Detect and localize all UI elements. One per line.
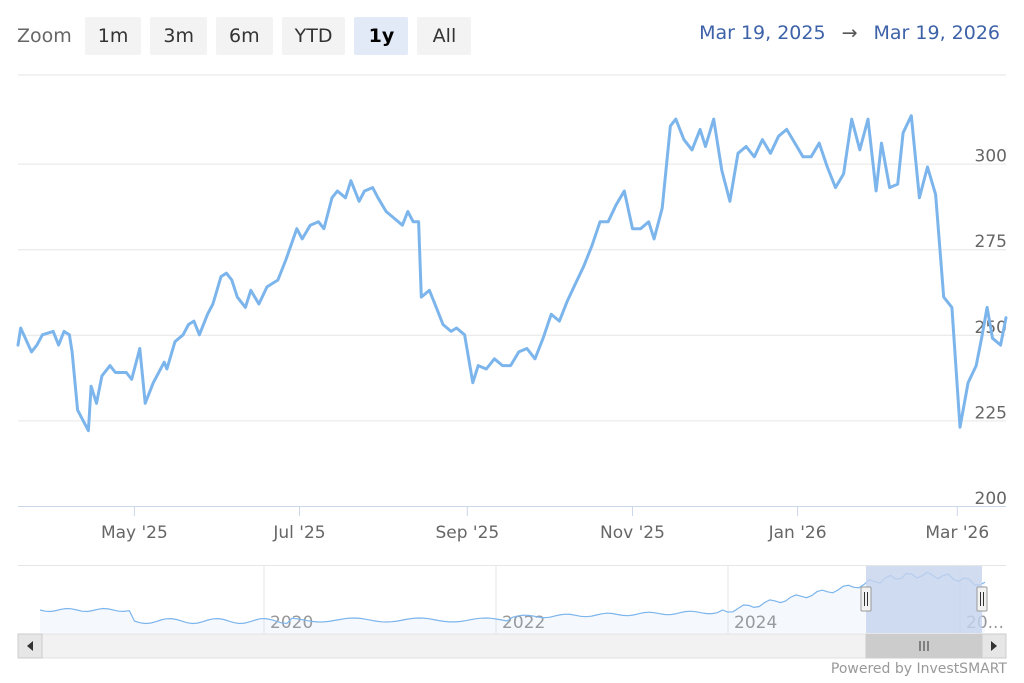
x-tick-label: Sep '25 (435, 523, 499, 543)
credit-text[interactable]: Powered by InvestSMART (830, 661, 1007, 677)
y-tick-label: 300 (975, 147, 1007, 167)
navigator-tick-label: 2022 (502, 613, 545, 633)
zoom-button-ytd[interactable]: YTD (281, 17, 346, 55)
zoom-label: Zoom (17, 25, 72, 47)
date-range: Mar 19, 2025 → Mar 19, 2026 (699, 22, 1000, 44)
chevron-left-icon (27, 641, 33, 651)
navigator-tick-label: 2024 (734, 613, 777, 633)
navigator-left-handle[interactable] (860, 586, 872, 612)
zoom-button-6m[interactable]: 6m (216, 17, 273, 55)
navigator-tick-label: 2020 (270, 613, 313, 633)
zoom-button-1m[interactable]: 1m (84, 17, 142, 55)
x-tick-label: Jul '25 (272, 523, 325, 543)
navigator-area (40, 572, 985, 633)
scrollbar-track[interactable] (17, 633, 1007, 659)
navigator-right-handle[interactable] (976, 586, 988, 612)
y-tick-label: 225 (975, 403, 1007, 423)
range-arrow-icon: → (841, 22, 858, 44)
zoom-button-1y[interactable]: 1y (354, 17, 409, 55)
zoom-bar: Zoom 1m 3m 6m YTD 1y All (17, 17, 472, 55)
range-to-input[interactable]: Mar 19, 2026 (873, 22, 1001, 44)
chevron-right-icon (991, 641, 997, 651)
x-tick-label: Jan '26 (768, 523, 827, 543)
zoom-button-all[interactable]: All (417, 17, 472, 55)
y-tick-label: 200 (975, 489, 1007, 509)
navigator-series-line (39, 571, 986, 625)
range-from-input[interactable]: Mar 19, 2025 (699, 22, 826, 44)
x-tick-label: Mar '26 (925, 523, 989, 543)
navigator-selection[interactable] (866, 566, 982, 633)
y-tick-label: 275 (975, 232, 1007, 252)
series-line (16, 114, 1008, 433)
x-tick-label: May '25 (101, 523, 168, 543)
x-tick-label: Nov '25 (600, 523, 665, 543)
zoom-button-3m[interactable]: 3m (150, 17, 207, 55)
